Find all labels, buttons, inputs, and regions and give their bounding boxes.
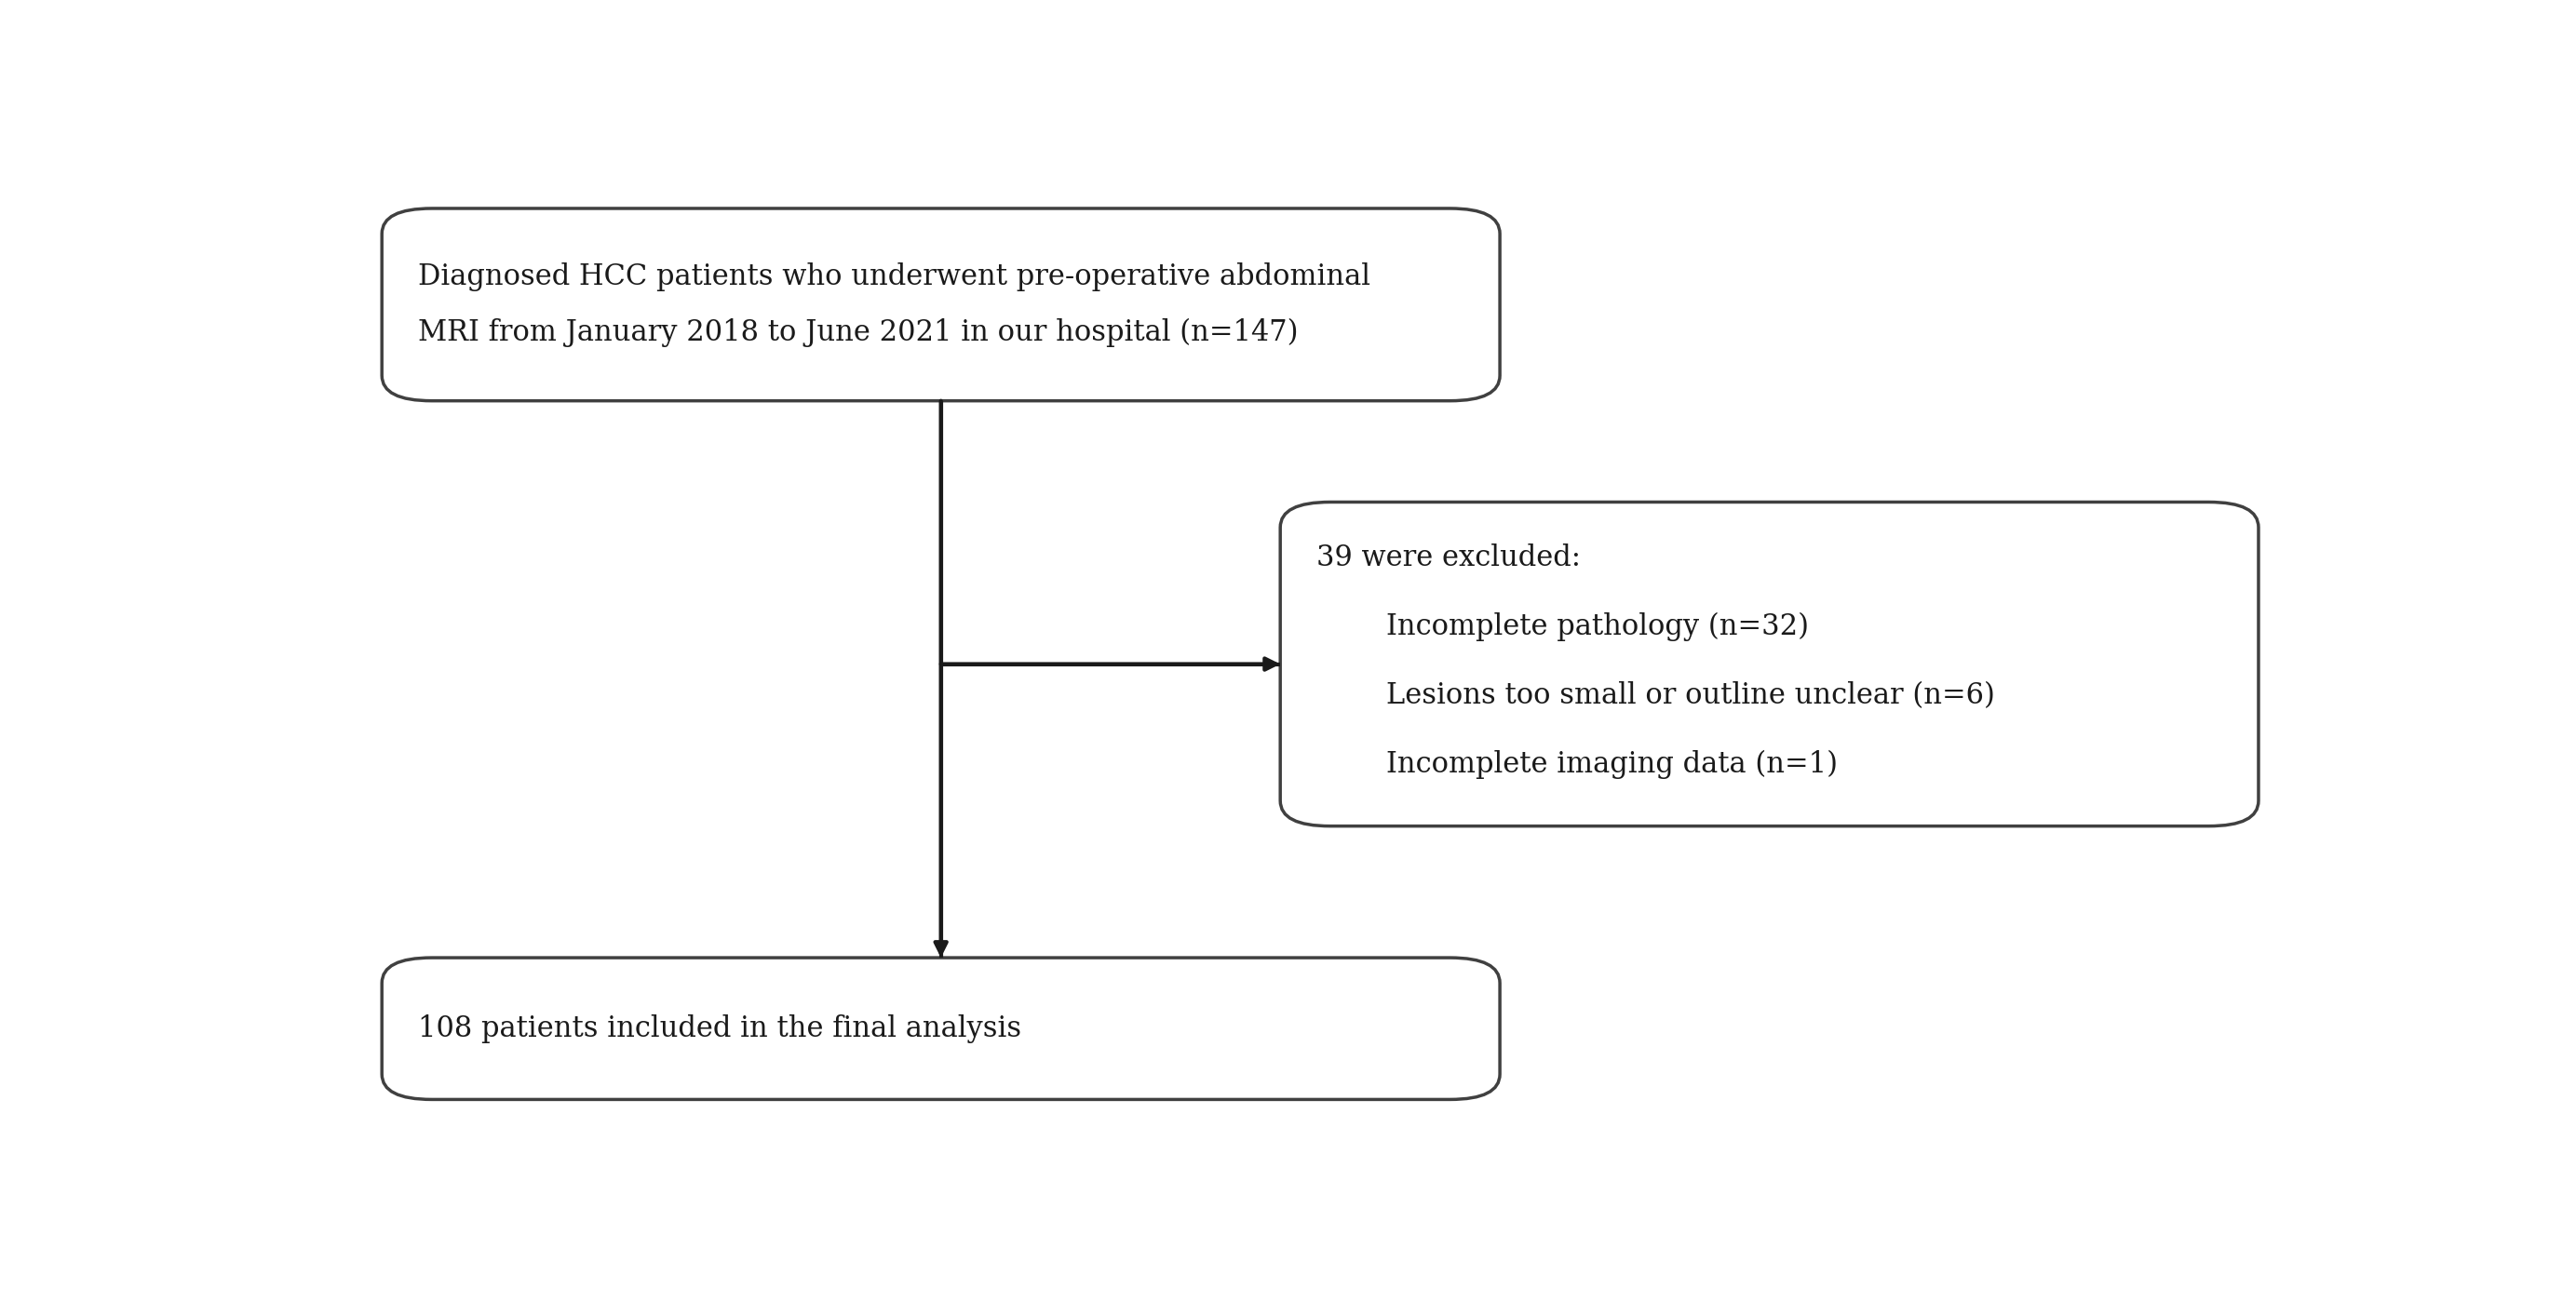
Text: Incomplete imaging data (n=1): Incomplete imaging data (n=1) [1386, 750, 1837, 778]
Text: Diagnosed HCC patients who underwent pre-operative abdominal: Diagnosed HCC patients who underwent pre… [417, 263, 1370, 291]
Text: 108 patients included in the final analysis: 108 patients included in the final analy… [417, 1014, 1020, 1043]
FancyBboxPatch shape [381, 208, 1499, 401]
FancyBboxPatch shape [1280, 502, 2259, 826]
FancyBboxPatch shape [381, 957, 1499, 1099]
Text: Incomplete pathology (n=32): Incomplete pathology (n=32) [1386, 611, 1808, 642]
Text: 39 were excluded:: 39 were excluded: [1316, 543, 1582, 572]
Text: MRI from January 2018 to June 2021 in our hospital (n=147): MRI from January 2018 to June 2021 in ou… [417, 318, 1298, 347]
Text: Lesions too small or outline unclear (n=6): Lesions too small or outline unclear (n=… [1386, 681, 1994, 710]
